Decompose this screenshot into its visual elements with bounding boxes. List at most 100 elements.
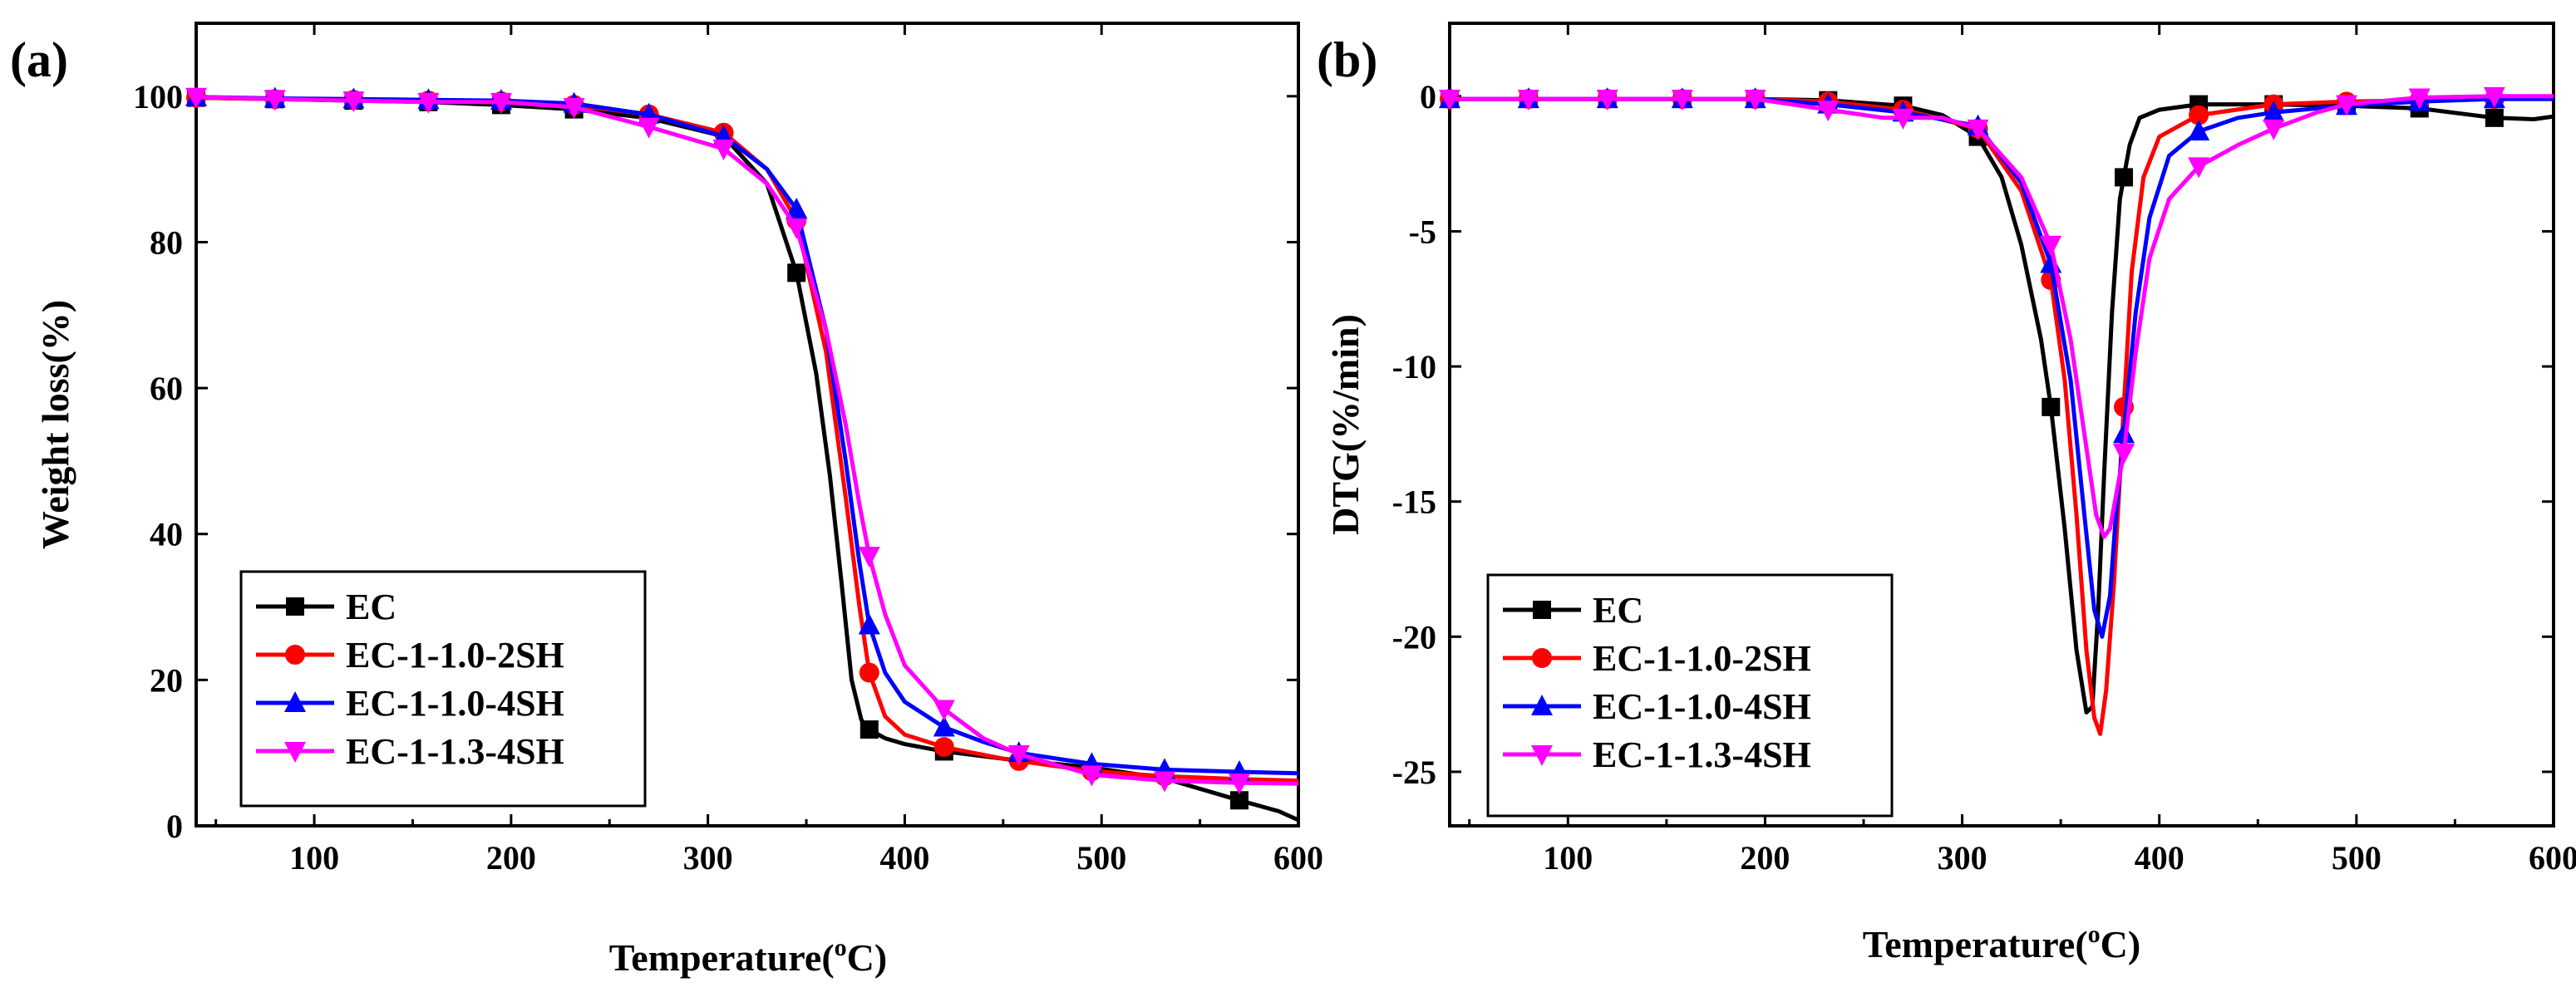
data-point-marker	[2188, 157, 2210, 179]
data-point-marker	[858, 547, 880, 568]
panel-a-plot-frame	[195, 22, 1300, 828]
data-point-marker	[786, 218, 808, 239]
x-tick-label: 200	[1740, 839, 1790, 877]
data-point-marker	[2485, 108, 2504, 127]
legend-marker	[1531, 695, 1553, 715]
data-point-marker	[2040, 235, 2062, 257]
x-tick-label: 600	[1273, 839, 1323, 877]
data-point-marker	[1892, 108, 1914, 130]
data-point-marker	[1228, 774, 1250, 795]
panel-a-xlabel: Temperature(oC)	[609, 934, 887, 979]
legend-label: EC-1-1.3-4SH	[346, 731, 564, 772]
data-point-marker	[787, 263, 806, 282]
data-point-marker	[417, 92, 440, 114]
y-tick-label: -5	[1409, 213, 1436, 250]
panel-a-xlabel-sup: o	[835, 934, 847, 961]
data-point-marker	[638, 117, 660, 139]
x-tick-label: 600	[2529, 839, 2576, 877]
legend-marker	[284, 742, 306, 763]
panel-a-xlabel-text: Temperature	[609, 936, 822, 979]
data-point-marker	[2113, 444, 2135, 465]
y-tick-label: -15	[1392, 484, 1436, 521]
data-point-marker	[185, 87, 207, 109]
x-tick-label: 200	[486, 839, 536, 877]
panel-a-legend-box	[239, 570, 647, 808]
data-point-marker	[2263, 119, 2285, 140]
legend-label: EC	[1593, 590, 1643, 631]
data-point-marker	[2042, 397, 2061, 416]
data-point-marker	[933, 737, 954, 758]
data-point-marker	[1517, 90, 1539, 111]
data-point-marker	[1439, 90, 1460, 111]
data-point-marker	[859, 720, 879, 739]
legend-marker	[1533, 601, 1551, 619]
panel-a-xlabel-paren: (	[821, 936, 834, 979]
y-tick-label: 40	[150, 516, 183, 553]
panel-b-xlabel: Temperature(oC)	[1863, 921, 2140, 965]
legend-label: EC-1-1.0-2SH	[1593, 638, 1811, 679]
y-tick-label: 20	[150, 661, 183, 699]
legend-marker	[1531, 745, 1553, 766]
legend-marker	[284, 691, 306, 712]
panel-b-xlabel-unit: C)	[2101, 923, 2141, 965]
legend-label: EC-1-1.0-4SH	[346, 683, 564, 724]
data-point-marker	[2113, 422, 2135, 444]
panel-b-legend-box	[1486, 573, 1894, 818]
x-tick-label: 500	[2332, 839, 2381, 877]
panel-a-ticks: 100 200 300 400 500 600 0 20 40 60 80 100	[133, 23, 1323, 877]
data-point-marker	[933, 715, 955, 737]
y-tick-label: -20	[1392, 618, 1436, 656]
data-point-marker	[2115, 168, 2134, 187]
x-tick-label: 500	[1076, 839, 1126, 877]
data-point-marker	[1007, 744, 1030, 766]
panel-b-plot-frame	[1448, 22, 2555, 828]
data-point-marker	[1744, 90, 1766, 111]
panel-b-xlabel-sup: o	[2088, 921, 2101, 948]
legend-marker	[286, 597, 304, 616]
data-point-marker	[1596, 90, 1618, 111]
data-point-marker	[1153, 771, 1175, 793]
panel-b-dtg: (b) 100 200 300 400 500 600 0 -5 -10 -15 -20 -25 DT…	[1317, 22, 2576, 965]
legend-label: EC-1-1.0-2SH	[346, 635, 564, 675]
y-tick-label: 60	[150, 370, 183, 407]
panel-b-legend: EC EC-1-1.0-2SH EC-1-1.0-4SH EC-1-1.3-4SH	[1486, 573, 1894, 818]
panel-b-ylabel: DTG(%/min)	[1324, 314, 1367, 535]
legend-label: EC	[346, 587, 396, 627]
data-point-marker	[712, 140, 735, 161]
panel-a-legend: EC EC-1-1.0-2SH EC-1-1.0-4SH EC-1-1.3-4SH	[239, 570, 647, 808]
legend-label: EC-1-1.0-4SH	[1593, 686, 1811, 727]
data-point-marker	[264, 90, 286, 111]
y-tick-label: 0	[166, 808, 183, 845]
data-point-marker	[490, 92, 513, 114]
data-point-marker	[1671, 90, 1693, 111]
data-point-marker	[2188, 120, 2210, 141]
data-point-marker	[563, 97, 585, 119]
x-tick-label: 100	[1543, 839, 1593, 877]
data-point-marker	[1817, 101, 1840, 122]
legend-marker	[1532, 648, 1552, 668]
data-point-marker	[342, 91, 365, 113]
data-point-marker	[1081, 765, 1103, 787]
panel-a-label: (a)	[10, 32, 68, 87]
panel-b-ticks: 100 200 300 400 500 600 0 -5 -10 -15 -20 -25	[1392, 23, 2576, 877]
data-point-marker	[2263, 101, 2285, 122]
x-tick-label: 400	[2135, 839, 2184, 877]
legend-marker	[285, 645, 305, 665]
panel-a-xlabel-unit: C)	[847, 936, 888, 979]
y-tick-label: -25	[1392, 754, 1436, 791]
panel-b-series	[1439, 86, 2554, 736]
data-point-marker	[786, 197, 808, 219]
data-point-marker	[2483, 86, 2505, 108]
data-point-marker	[859, 662, 879, 683]
panel-b-label: (b)	[1317, 32, 1377, 87]
x-tick-label: 100	[289, 839, 339, 877]
y-tick-label: -10	[1392, 348, 1436, 386]
panel-a-series	[185, 85, 1300, 823]
data-point-marker	[858, 613, 880, 635]
panel-a-weight-loss: (a) 100 200 300 400 500 600 0 20 40 60 80 100 Weigh…	[10, 22, 1323, 979]
series-line-3	[195, 95, 1299, 786]
y-tick-label: 100	[133, 78, 183, 115]
y-tick-label: 80	[150, 223, 183, 261]
panel-a-ylabel: Weight loss(%)	[34, 300, 76, 549]
